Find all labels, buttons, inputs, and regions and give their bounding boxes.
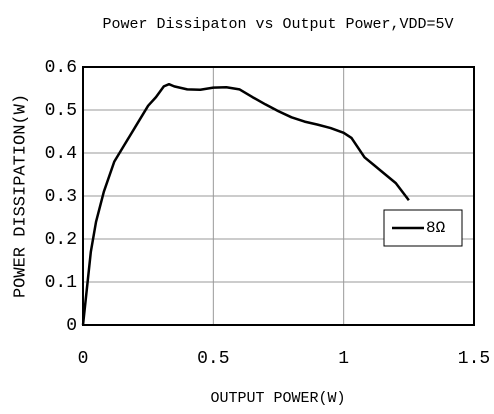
y-tick-label: 0.2	[45, 230, 77, 250]
y-tick-label: 0	[66, 316, 77, 336]
x-tick-label: 0.5	[197, 349, 229, 369]
y-tick-label: 0.4	[45, 144, 77, 164]
data-line	[81, 82, 410, 326]
x-axis-label: OUTPUT POWER(W)	[210, 390, 345, 407]
x-tick-label: 1.5	[458, 349, 490, 369]
x-tick-label: 0	[78, 349, 89, 369]
y-tick-label: 0.3	[45, 187, 77, 207]
chart-title: Power Dissipaton vs Output Power,VDD=5V	[102, 16, 453, 33]
x-tick-label: 1	[338, 349, 349, 369]
y-tick-label: 0.5	[45, 101, 77, 121]
plot-frame	[82, 66, 475, 326]
y-axis-label: POWER DISSIPATION(W)	[11, 94, 30, 298]
legend-label: 8Ω	[426, 219, 446, 237]
y-tick-label: 0.6	[45, 58, 77, 78]
y-tick-label: 0.1	[45, 273, 77, 293]
